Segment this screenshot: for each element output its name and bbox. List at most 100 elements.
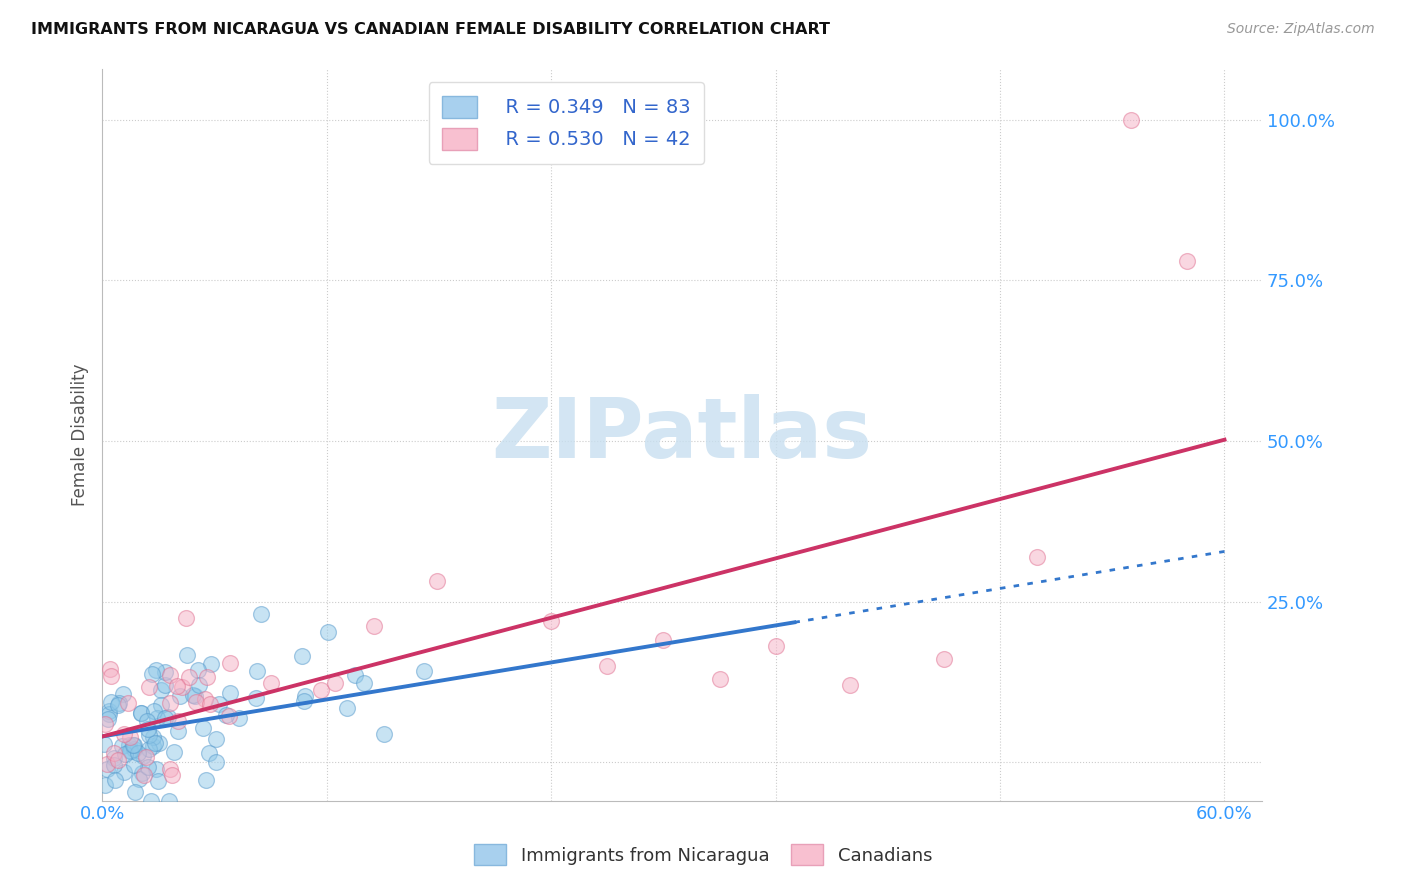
Point (187, 663, 209, 677)
Point (1119, 112, 1142, 127)
Point (292, 694, 315, 708)
Point (129, 706, 152, 720)
Text: Source: ZipAtlas.com: Source: ZipAtlas.com (1227, 22, 1375, 37)
Point (131, 765, 153, 780)
Point (184, 690, 207, 704)
Point (146, 711, 169, 725)
Point (214, 707, 236, 722)
Point (167, 714, 190, 728)
Point (1026, 549, 1049, 564)
Point (652, 633, 675, 648)
Point (839, 678, 862, 692)
Point (108, 696, 131, 710)
Point (336, 700, 359, 714)
Point (111, 687, 134, 701)
Point (159, 696, 181, 710)
Point (143, 736, 166, 750)
Point (205, 732, 228, 747)
Point (103, 746, 125, 760)
Point (136, 714, 159, 729)
Point (149, 698, 172, 712)
Point (765, 640, 787, 654)
Point (118, 744, 141, 758)
Point (181, 688, 204, 702)
Point (208, 697, 231, 711)
Point (174, 611, 197, 625)
Point (114, 764, 136, 779)
Point (153, 678, 176, 692)
Point (167, 723, 190, 738)
Point (343, 668, 366, 682)
Point (96, 762, 118, 776)
Point (132, 768, 155, 782)
Point (159, 668, 181, 682)
Point (148, 736, 170, 750)
Point (127, 746, 149, 760)
Point (143, 704, 166, 718)
Point (373, 727, 395, 741)
Point (323, 675, 346, 690)
Point (138, 680, 160, 694)
Text: ZIPatlas: ZIPatlas (492, 394, 873, 475)
Point (156, 709, 179, 723)
Point (103, 758, 125, 772)
Point (184, 695, 207, 709)
Point (94, 717, 117, 731)
Point (1175, 254, 1198, 268)
Point (98, 705, 121, 719)
Point (97, 713, 120, 727)
Point (932, 652, 955, 666)
Point (104, 773, 127, 788)
Point (166, 679, 188, 693)
Point (114, 747, 136, 762)
Point (111, 739, 134, 753)
Point (228, 711, 250, 725)
Point (219, 656, 242, 670)
Point (138, 728, 160, 742)
Point (596, 658, 619, 673)
Point (120, 744, 142, 758)
Point (198, 747, 221, 761)
Point (118, 730, 141, 744)
Point (195, 670, 218, 684)
Point (141, 666, 163, 681)
Point (98, 662, 121, 676)
Point (142, 739, 165, 753)
Point (153, 711, 176, 725)
Point (426, 574, 449, 588)
Point (97, 706, 120, 721)
Point (163, 745, 186, 759)
Point (260, 675, 283, 690)
Point (250, 607, 273, 622)
Point (172, 680, 194, 694)
Point (107, 698, 129, 712)
Point (246, 664, 269, 678)
Point (117, 696, 139, 710)
Point (159, 762, 181, 776)
Point (145, 663, 167, 677)
Point (294, 689, 316, 703)
Point (200, 657, 222, 672)
Point (177, 670, 200, 684)
Point (198, 698, 221, 712)
Point (218, 709, 240, 723)
Point (195, 773, 218, 788)
Point (136, 759, 159, 773)
Point (160, 768, 183, 782)
Point (540, 614, 562, 628)
Point (188, 678, 211, 692)
Point (132, 748, 155, 763)
Point (100, 695, 122, 709)
Point (136, 722, 159, 736)
Point (118, 739, 141, 753)
Point (148, 773, 170, 788)
Point (131, 706, 153, 720)
Point (122, 742, 145, 756)
Point (122, 758, 145, 772)
Point (157, 794, 180, 808)
Point (353, 675, 375, 690)
Point (103, 751, 125, 765)
Point (194, 691, 217, 706)
Point (412, 664, 434, 678)
Point (363, 619, 385, 633)
